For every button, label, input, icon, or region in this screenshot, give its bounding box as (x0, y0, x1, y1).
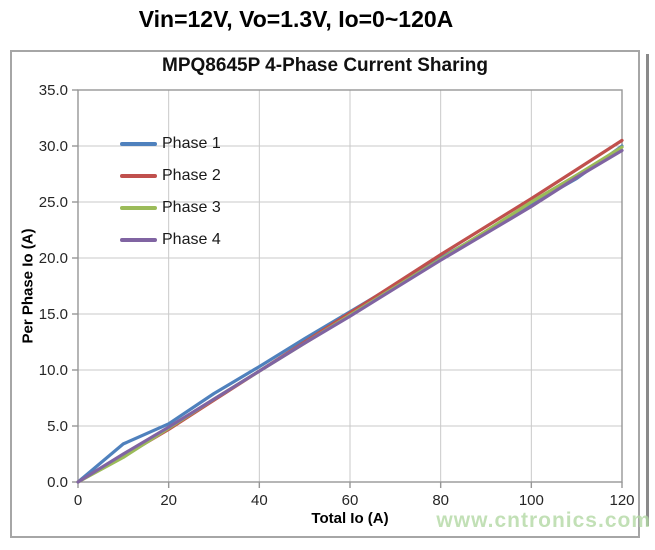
x-tick-label: 80 (432, 492, 449, 509)
legend-item-phase-2: Phase 2 (120, 160, 221, 192)
legend-item-phase-3: Phase 3 (120, 192, 221, 224)
x-tick-label: 100 (519, 492, 544, 509)
page-title: Vin=12V, Vo=1.3V, Io=0~120A (138, 6, 454, 32)
legend-line-swatch (120, 142, 157, 146)
watermark: www.cntronics.com (436, 509, 651, 532)
y-tick-label: 5.0 (47, 418, 68, 435)
chart-frame: MPQ8645P 4-Phase Current Sharing 0.0 5.0 1… (10, 50, 640, 538)
legend-line-swatch (120, 206, 157, 210)
chart-title: MPQ8645P 4-Phase Current Sharing (162, 55, 488, 76)
legend-label: Phase 4 (162, 231, 221, 248)
legend-line-swatch (120, 238, 157, 242)
x-tick-label: 20 (160, 492, 177, 509)
y-tick-label: 15.0 (39, 306, 68, 323)
x-tick-label: 40 (251, 492, 268, 509)
legend-item-phase-4: Phase 4 (120, 224, 221, 256)
legend-label: Phase 1 (162, 135, 221, 152)
y-tick-label: 20.0 (39, 250, 68, 267)
series-line-phase-4 (76, 148, 624, 484)
y-tick-label: 35.0 (39, 82, 68, 99)
legend-label: Phase 3 (162, 199, 221, 216)
legend: Phase 1 Phase 2 Phase 3 Phase 4 (120, 128, 221, 256)
plot-area: 0.0 5.0 10.0 15.0 20.0 25.0 30.0 35.0 0 20 40 60 80 1… (39, 82, 635, 509)
y-tick-label: 30.0 (39, 138, 68, 155)
y-tick-label: 25.0 (39, 194, 68, 211)
legend-label: Phase 2 (162, 167, 221, 184)
x-tick-label: 0 (74, 492, 82, 509)
x-tick-label: 60 (342, 492, 359, 509)
legend-item-phase-1: Phase 1 (120, 128, 221, 160)
x-tick-label: 120 (609, 492, 634, 509)
y-axis-title: Per Phase Io (A) (19, 228, 37, 344)
y-tick-label: 10.0 (39, 362, 68, 379)
chart-frame-shadow (646, 54, 649, 526)
legend-line-swatch (120, 174, 157, 178)
x-axis-title: Total Io (A) (311, 510, 389, 527)
y-tick-label: 0.0 (47, 474, 68, 491)
